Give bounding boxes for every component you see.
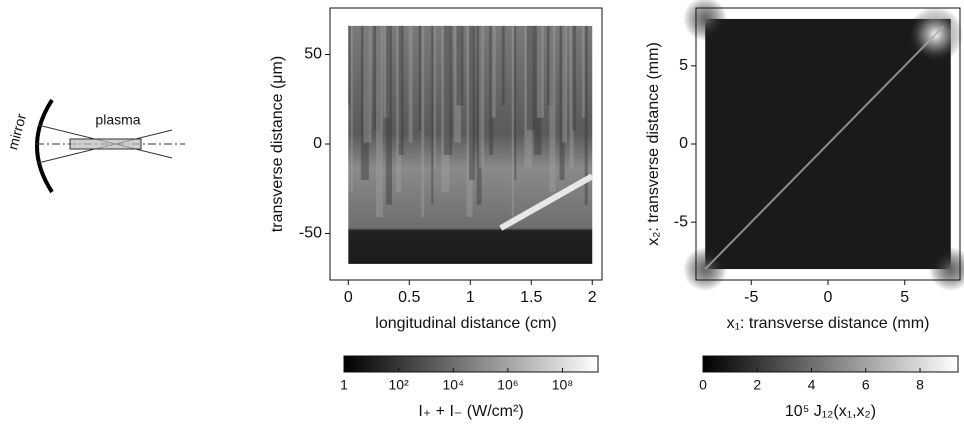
- colorbar-tick-label: 10⁶: [497, 377, 518, 393]
- heatmap-streak: [559, 25, 565, 180]
- colorbar-tick-label: 0: [699, 377, 707, 393]
- heatmap-streak: [373, 25, 381, 131]
- heatmap-streak: [421, 25, 425, 218]
- heatmap-streak: [582, 25, 586, 118]
- colorbar-tick-label: 10⁴: [442, 377, 464, 393]
- schematic: mirror plasma: [4, 98, 185, 194]
- colorbar-tick-label: 8: [916, 377, 924, 393]
- colorbar-label: I₊ + I₋ (W/cm²): [418, 403, 523, 420]
- x-tick-label: -5: [744, 289, 758, 306]
- heatmap-streak: [491, 25, 496, 118]
- heatmap-streak: [549, 25, 556, 193]
- colorbar-tick-label: 2: [753, 377, 761, 393]
- heatmap-streak: [489, 25, 494, 156]
- heatmap-streak: [431, 25, 434, 205]
- heatmap-streak: [441, 25, 450, 193]
- x-tick-label: 0: [344, 289, 353, 306]
- heatmap-streak: [383, 25, 390, 118]
- heatmap-streak: [569, 25, 574, 168]
- x-axis-label: x₁: transverse distance (mm): [727, 315, 930, 332]
- heatmap-diagonal: [704, 26, 944, 270]
- colorbar-tick-label: 6: [862, 377, 870, 393]
- y-tick-label: 0: [679, 135, 688, 152]
- colorbar-tick-label: 1: [340, 377, 348, 393]
- y-tick-label: -5: [674, 213, 688, 230]
- heatmap-streak: [526, 25, 535, 131]
- heatmap-streak: [398, 25, 404, 156]
- y-axis-label: transverse distance (μm): [269, 56, 286, 232]
- heatmap-streak: [536, 25, 544, 118]
- x-tick-label: 0: [824, 289, 833, 306]
- colorbar-tick-label: 4: [808, 377, 816, 393]
- y-tick-label: 50: [304, 46, 322, 63]
- panel: 0 0.5 1 1.5 2 -50 0 50 longitudinal distance (cm…: [269, 7, 603, 420]
- heatmap-streak: [443, 25, 452, 156]
- x-axis-label: longitudinal distance (cm): [375, 315, 556, 332]
- mirror-label: mirror: [4, 112, 29, 152]
- heatmap-streak: [562, 25, 568, 143]
- colorbar: [343, 355, 599, 373]
- x-tick-label: 1: [466, 289, 475, 306]
- plasma-label: plasma: [95, 112, 140, 128]
- panel: -5 0 5 -5 0 5 x₁: transverse distance (mm) x₂: …: [645, 0, 964, 420]
- heatmap-streak: [360, 25, 369, 180]
- heatmap-streak: [348, 25, 351, 106]
- heatmap-streak: [514, 25, 517, 180]
- heatmap-streak: [396, 25, 402, 193]
- heatmap-streak: [584, 25, 588, 205]
- x-tick-label: 1.5: [520, 289, 542, 306]
- heatmap-streak: [363, 25, 372, 143]
- colorbar: [702, 355, 959, 373]
- heatmap-streak: [386, 25, 393, 205]
- heatmap-streak: [433, 25, 436, 168]
- y-tick-label: 0: [313, 135, 322, 152]
- x-tick-label: 2: [588, 289, 597, 306]
- x-tick-label: 0.5: [398, 289, 420, 306]
- colorbar-label: 10⁵ J₁₂(x₁,x₂): [785, 403, 876, 420]
- heatmap-streak: [418, 25, 422, 131]
- heatmap-streak: [350, 25, 353, 193]
- heatmap-beam: [499, 173, 594, 231]
- x-tick-label: 5: [900, 289, 909, 306]
- heatmap-streak: [511, 25, 514, 218]
- heatmap-streak: [469, 25, 476, 180]
- heatmap-streak: [546, 25, 553, 106]
- heatmap-streak: [572, 25, 577, 131]
- heatmap-streak: [453, 25, 461, 143]
- heatmap-image: [348, 25, 593, 264]
- y-tick-label: 5: [679, 57, 688, 74]
- heatmap-spot: [683, 0, 728, 41]
- colorbar-tick-label: 10⁸: [552, 377, 574, 393]
- heatmap-streak: [408, 25, 413, 143]
- heatmap-streak: [524, 25, 533, 168]
- y-axis-label: x₂: transverse distance (mm): [645, 42, 662, 246]
- heatmap-streak: [501, 25, 505, 106]
- heatmap-streak: [466, 25, 473, 218]
- heatmap-streak: [375, 25, 383, 218]
- y-tick-label: -50: [299, 225, 322, 242]
- heatmap-streak: [476, 25, 482, 205]
- heatmap-streak: [456, 25, 464, 106]
- heatmap-streak: [534, 25, 542, 156]
- heatmap-streak: [479, 25, 485, 168]
- colorbar-tick-label: 10²: [389, 377, 410, 393]
